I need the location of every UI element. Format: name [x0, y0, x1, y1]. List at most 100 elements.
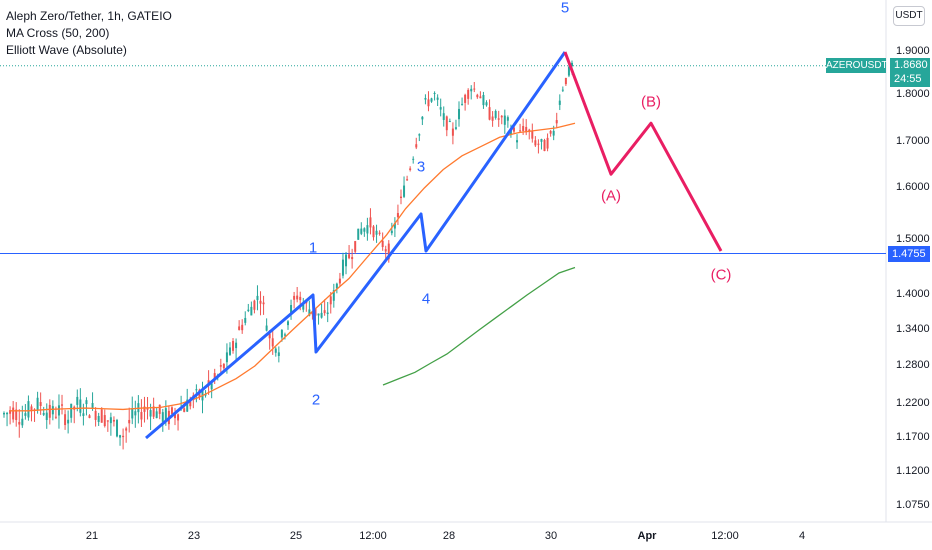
candle-body: [332, 290, 335, 301]
x-tick-label: 28: [442, 530, 456, 542]
candle-body: [155, 411, 158, 419]
candle-body: [125, 428, 128, 431]
candle-body: [488, 107, 491, 120]
candle-body: [106, 420, 109, 422]
horizontal-level-tag: 1.4755: [888, 246, 930, 262]
candle-body: [21, 418, 24, 426]
y-tick-label: 1.6000: [896, 181, 930, 193]
candle-body: [70, 403, 73, 418]
candle-body: [357, 228, 360, 240]
candle-body: [195, 389, 198, 391]
candle-body: [253, 300, 256, 310]
candle-body: [232, 341, 235, 351]
candle-body: [271, 338, 274, 347]
candle-body: [543, 140, 546, 152]
candle-body: [399, 196, 402, 199]
candle-body: [348, 254, 351, 259]
candle-body: [415, 144, 418, 148]
candle-body: [30, 406, 33, 411]
candle-body: [128, 419, 131, 424]
candle-body: [170, 407, 173, 414]
y-tick-label: 1.1700: [896, 431, 930, 443]
candle-body: [131, 408, 134, 419]
candle-body: [393, 222, 396, 229]
candle-body: [345, 254, 348, 267]
candle-body: [277, 352, 280, 356]
candle-body: [103, 415, 106, 427]
candle-body: [161, 412, 164, 422]
wave-label-c: (C): [710, 266, 732, 284]
candle-body: [290, 305, 293, 314]
candle-body: [112, 419, 115, 422]
candle-body: [424, 98, 427, 100]
candle-body: [360, 228, 363, 234]
candle-body: [158, 404, 161, 414]
candle-body: [137, 403, 140, 413]
candle-body: [445, 116, 448, 131]
candle-body: [274, 348, 277, 353]
candle-body: [244, 317, 247, 323]
candle-body: [15, 409, 18, 421]
candle-body: [341, 259, 344, 276]
candle-body: [519, 130, 522, 132]
candle-body: [552, 130, 555, 136]
candle-body: [335, 283, 338, 289]
candle-body: [64, 414, 67, 426]
candle-body: [476, 94, 479, 98]
x-tick-label: 4: [798, 530, 806, 542]
candle-body: [375, 230, 378, 235]
candle-body: [48, 404, 51, 418]
candle-body: [442, 113, 445, 120]
candle-body: [409, 168, 412, 170]
candle-body: [12, 407, 15, 420]
candle-body: [351, 257, 354, 260]
wave-label-4: 4: [421, 290, 431, 308]
candle-body: [458, 108, 461, 120]
wave-label-b: (B): [641, 93, 661, 111]
candle-body: [369, 217, 372, 228]
x-tick-label: 30: [544, 530, 558, 542]
x-tick-label: 12:00: [359, 530, 387, 542]
candle-body: [372, 226, 375, 238]
candle-body: [228, 347, 231, 355]
candle-body: [18, 421, 21, 425]
candle-body: [9, 410, 12, 414]
candle-body: [485, 102, 488, 106]
y-tick-label: 1.0750: [896, 499, 930, 511]
candle-body: [555, 120, 558, 124]
elliott-wave-indicator-label[interactable]: Elliott Wave (Absolute): [6, 43, 127, 57]
y-tick-label: 1.9000: [896, 45, 930, 57]
candle-body: [3, 412, 5, 415]
candle-body: [500, 115, 503, 118]
candle-body: [302, 302, 305, 310]
candle-body: [238, 326, 241, 330]
candle-body: [280, 330, 283, 338]
candle-body: [439, 107, 442, 110]
candle-body: [390, 230, 393, 234]
candle-body: [296, 295, 299, 300]
candle-body: [164, 408, 167, 421]
x-tick-label: Apr: [637, 530, 657, 542]
candle-body: [241, 324, 244, 331]
candle-body: [247, 309, 250, 311]
elliott-correction-wave: [563, 51, 723, 252]
candle-body: [100, 409, 103, 423]
candle-body: [418, 134, 421, 136]
last-price-value: 1.8680: [894, 59, 928, 71]
candle-body: [403, 185, 406, 197]
x-tick-label: 12:00: [711, 530, 739, 542]
y-tick-label: 1.5000: [896, 233, 930, 245]
candle-body: [354, 241, 357, 252]
candle-body: [204, 394, 207, 396]
candle-body: [24, 413, 27, 416]
candle-body: [122, 435, 125, 438]
candle-body: [534, 140, 537, 146]
wave-label-5: 5: [560, 0, 570, 17]
candle-body: [225, 352, 228, 363]
candle-body: [473, 88, 476, 90]
ma-cross-indicator-label[interactable]: MA Cross (50, 200): [6, 26, 110, 40]
candle-body: [45, 412, 48, 421]
candle-body: [549, 130, 552, 134]
currency-button[interactable]: USDT: [893, 6, 925, 26]
